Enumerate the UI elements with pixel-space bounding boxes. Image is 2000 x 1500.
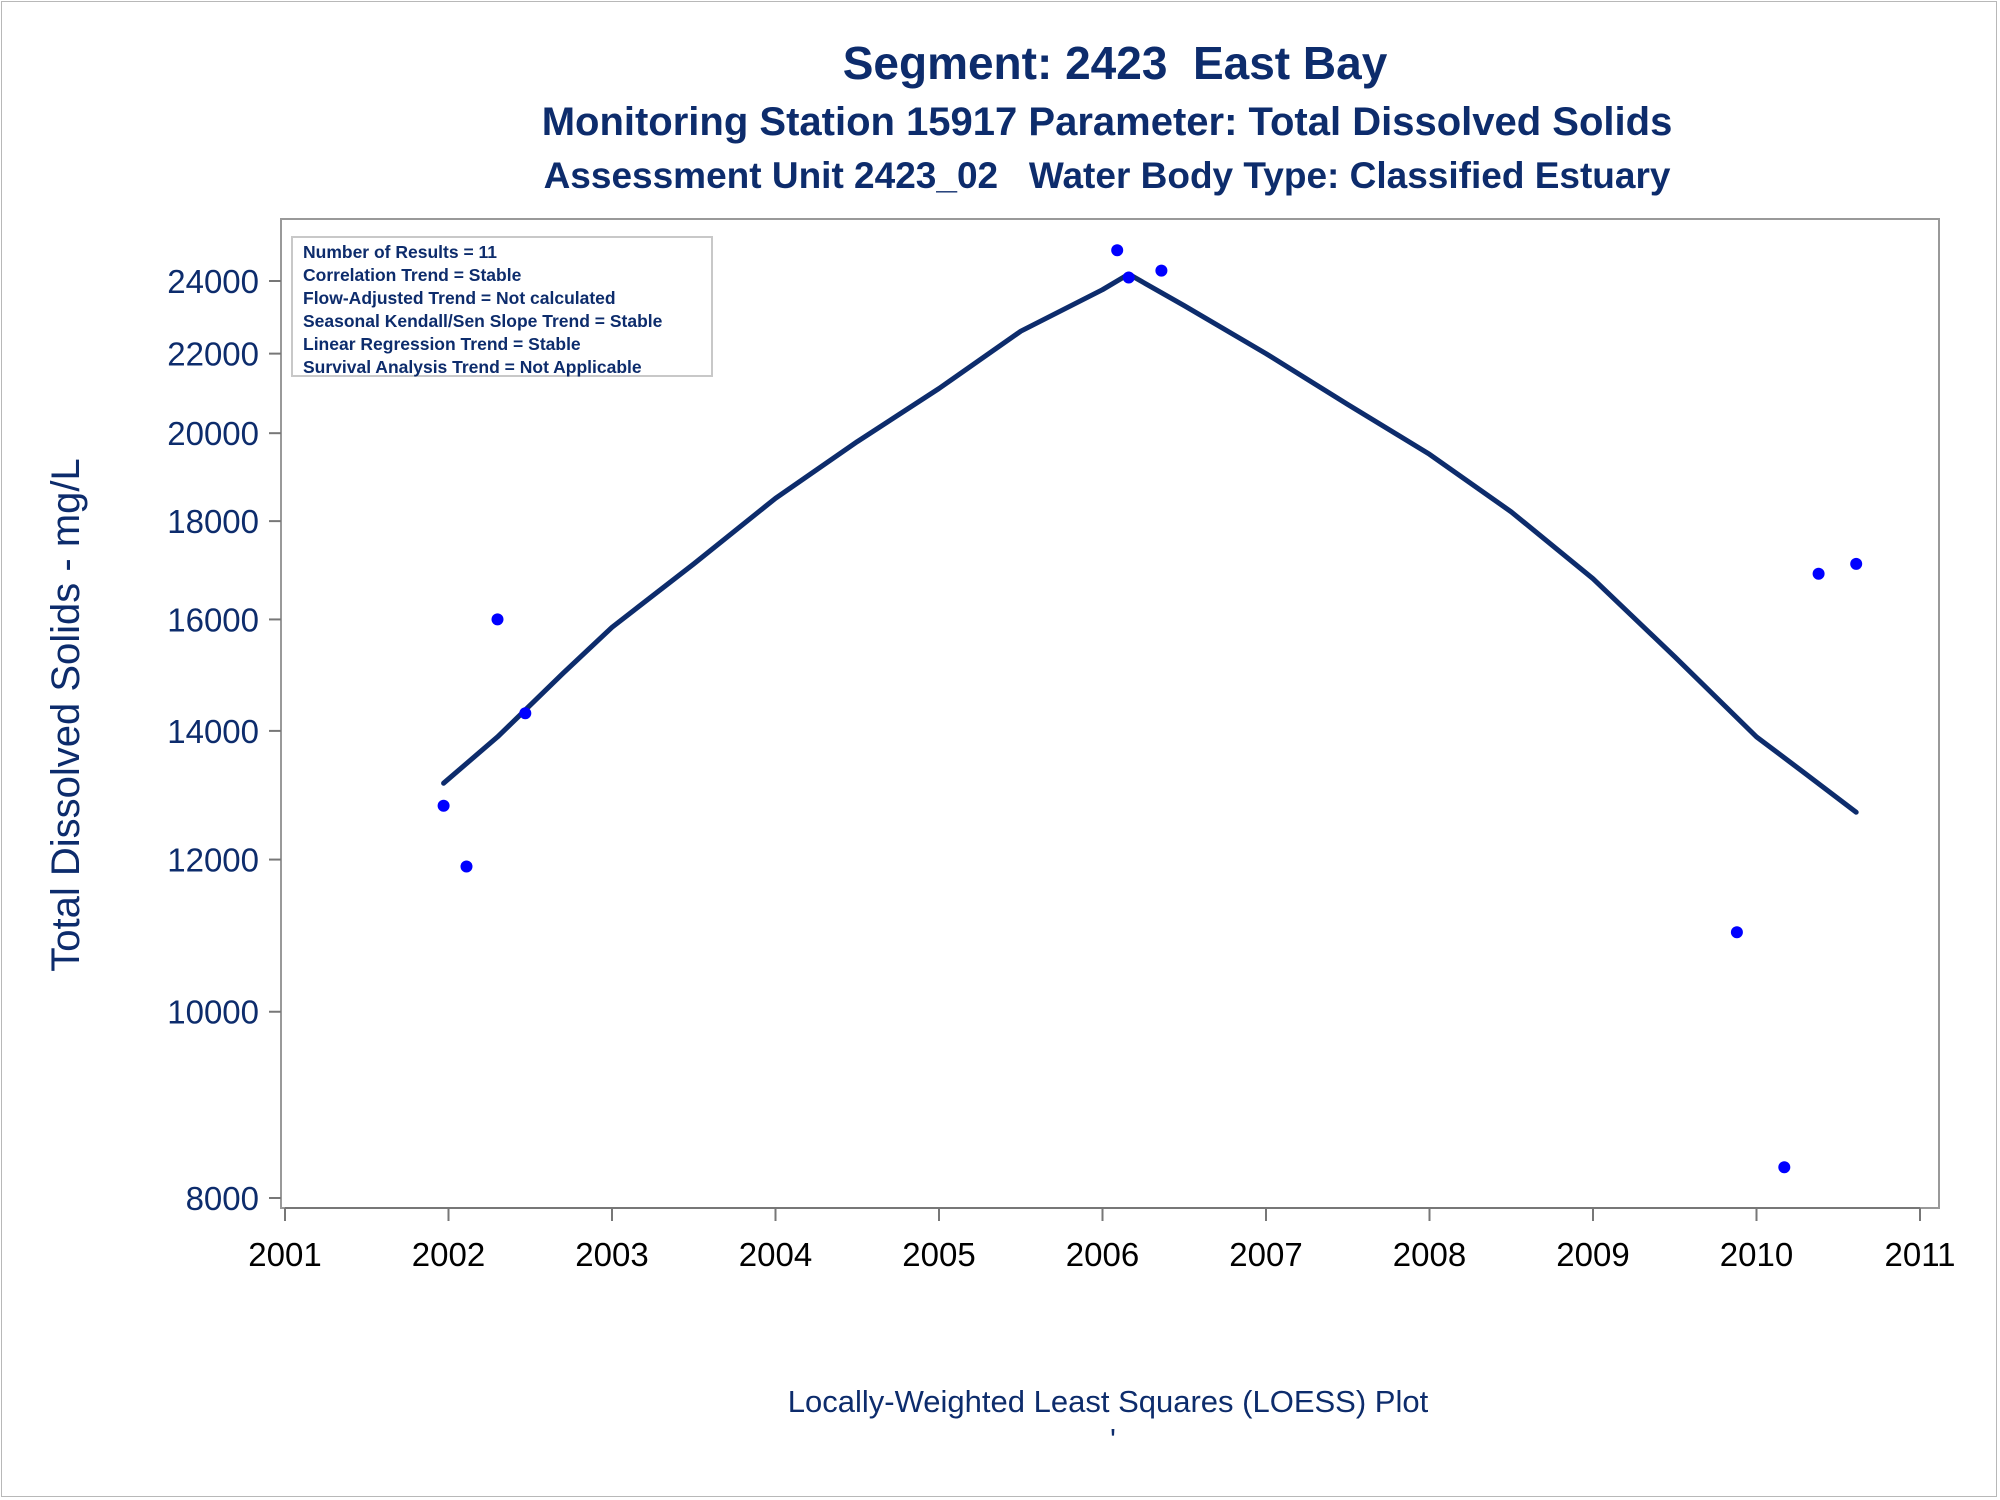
y-tick-label: 12000 bbox=[167, 842, 259, 879]
chart-subtitle-station: Monitoring Station 15917 Parameter: Tota… bbox=[541, 100, 1673, 144]
data-point bbox=[437, 799, 450, 812]
footnote: Locally-Weighted Least Squares (LOESS) P… bbox=[788, 1384, 1429, 1419]
x-tick-label: 2009 bbox=[1556, 1236, 1629, 1273]
y-tick-label: 20000 bbox=[167, 415, 259, 452]
data-point bbox=[460, 860, 473, 873]
y-axis-title: Total Dissolved Solids - mg/L bbox=[44, 458, 88, 972]
x-axis: 2001 2002 2003 2004 2005 2006 2007 2008 2009 2010… bbox=[248, 1207, 1956, 1273]
y-tick-label: 22000 bbox=[167, 336, 259, 373]
data-point bbox=[1111, 244, 1124, 257]
x-tick-label: 2006 bbox=[1066, 1236, 1139, 1273]
x-tick-label: 2005 bbox=[902, 1236, 975, 1273]
x-tick-label: 2002 bbox=[412, 1236, 485, 1273]
data-point bbox=[491, 613, 504, 626]
data-point bbox=[1812, 567, 1825, 580]
data-point bbox=[1850, 557, 1863, 570]
data-point bbox=[1730, 926, 1743, 939]
chart-title: Segment: 2423 East Bay bbox=[842, 37, 1388, 89]
y-tick-label: 24000 bbox=[167, 263, 259, 300]
x-tick-label: 2011 bbox=[1885, 1236, 1956, 1273]
stat-line: Survival Analysis Trend = Not Applicable bbox=[303, 357, 642, 377]
data-point bbox=[519, 707, 532, 720]
footnote-mark: ' bbox=[1110, 1422, 1116, 1457]
y-axis: 8000 10000 12000 14000 16000 18000 20000 22000 2… bbox=[167, 263, 281, 1217]
chart-subtitle-assessment: Assessment Unit 2423_02 Water Body Type:… bbox=[543, 155, 1671, 196]
x-tick-label: 2001 bbox=[248, 1236, 321, 1273]
x-tick-label: 2008 bbox=[1393, 1236, 1466, 1273]
trend-stats-box: Number of Results = 11 Correlation Trend … bbox=[291, 236, 713, 377]
x-tick-label: 2004 bbox=[739, 1236, 812, 1273]
stat-line: Correlation Trend = Stable bbox=[303, 265, 522, 285]
y-tick-label: 10000 bbox=[167, 994, 259, 1031]
x-tick-label: 2007 bbox=[1229, 1236, 1302, 1273]
stat-line: Seasonal Kendall/Sen Slope Trend = Stabl… bbox=[303, 311, 663, 331]
data-point bbox=[1122, 271, 1135, 284]
stat-line: Flow-Adjusted Trend = Not calculated bbox=[303, 288, 616, 308]
stat-line: Number of Results = 11 bbox=[303, 242, 498, 262]
y-tick-label: 14000 bbox=[167, 713, 259, 750]
data-point bbox=[1778, 1161, 1791, 1174]
data-point bbox=[1155, 264, 1168, 277]
y-tick-label: 18000 bbox=[167, 503, 259, 540]
x-tick-label: 2003 bbox=[575, 1236, 648, 1273]
y-tick-label: 16000 bbox=[167, 601, 259, 638]
x-tick-label: 2010 bbox=[1720, 1236, 1793, 1273]
y-tick-label: 8000 bbox=[186, 1180, 259, 1217]
data-points-series bbox=[437, 244, 1863, 1174]
stat-line: Linear Regression Trend = Stable bbox=[303, 334, 581, 354]
